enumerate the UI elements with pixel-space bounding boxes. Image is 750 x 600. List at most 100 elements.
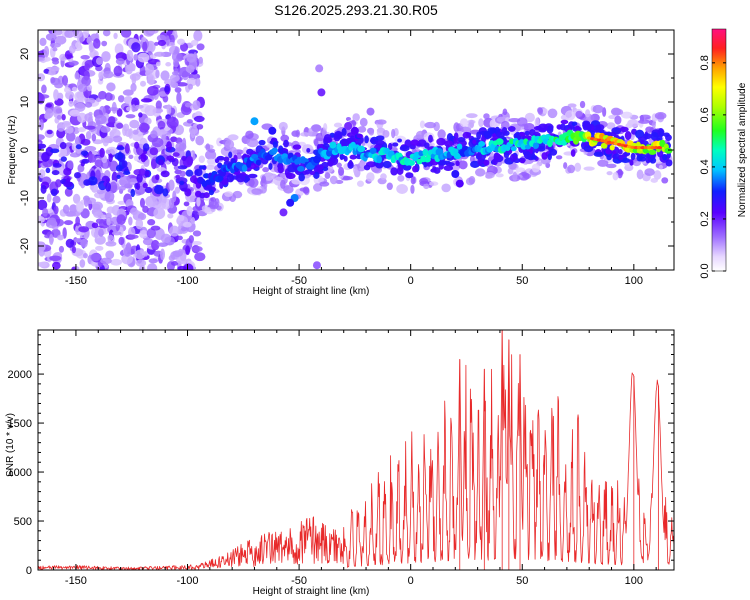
spectral-blob — [123, 170, 131, 176]
spectral-blob — [107, 116, 116, 125]
spectral-blob — [541, 152, 548, 160]
spectral-blob — [255, 159, 262, 166]
spectral-blob — [376, 119, 387, 125]
spectral-blob — [62, 122, 71, 128]
spectral-blob — [617, 168, 623, 179]
spectral-blob — [198, 155, 205, 163]
spectral-blob — [337, 166, 345, 177]
colorbar-label: Normalized spectral amplitude — [737, 82, 748, 217]
spectral-blob — [629, 159, 634, 166]
spectral-blob — [299, 187, 307, 192]
spectral-blob — [168, 197, 175, 209]
spectral-blob — [227, 134, 239, 141]
spectral-blob — [177, 214, 185, 222]
spectral-blob — [380, 173, 387, 180]
spectral-blob — [65, 90, 75, 100]
spectral-blob — [45, 33, 57, 41]
spectral-blob — [135, 259, 147, 267]
spectral-blob — [205, 149, 217, 160]
spectral-blob — [618, 148, 623, 155]
snr-y-axis-label: SNR (10 * v/v) — [5, 413, 16, 477]
spectral-blob — [155, 129, 168, 135]
colorbar-tick-label: 0.6 — [699, 107, 711, 122]
spectral-blob — [147, 74, 155, 86]
spectral-blob — [45, 167, 51, 174]
spectral-blob — [38, 73, 46, 82]
spectral-blob — [83, 231, 89, 240]
spectral-blob — [167, 213, 174, 219]
spectral-blob — [71, 30, 83, 39]
spectral-blob — [368, 128, 375, 136]
spectral-blob — [512, 171, 518, 182]
spectral-blob — [74, 172, 81, 179]
spectral-blob — [214, 158, 220, 164]
spectral-blob — [104, 92, 113, 101]
spectral-blob — [181, 155, 187, 161]
spectral-blob — [74, 91, 86, 102]
y-tick-label: 20 — [19, 48, 31, 60]
y-tick-label: 500 — [14, 516, 32, 528]
spectral-blob — [101, 51, 111, 62]
spectral-blob — [410, 184, 415, 194]
y-tick-label: 10 — [19, 96, 31, 108]
spectral-blob — [51, 30, 63, 36]
spectral-blob — [339, 154, 346, 160]
spectral-blob — [116, 174, 121, 180]
spectral-blob — [109, 160, 119, 172]
spectral-blob — [468, 176, 476, 185]
spectral-blob — [508, 118, 521, 123]
spectral-blob — [567, 103, 577, 108]
spectral-blob — [45, 103, 52, 108]
spectral-blob — [74, 102, 86, 112]
spectral-blob — [651, 121, 656, 129]
spectral-blob — [75, 201, 84, 213]
spectral-blob — [470, 160, 480, 168]
spectral-blob — [391, 128, 396, 139]
spectral-blob — [169, 225, 180, 237]
snr-peak-marks — [459, 330, 659, 570]
spectral-blob — [110, 258, 123, 266]
spectral-blob — [567, 164, 576, 174]
spectral-blob — [500, 120, 510, 130]
spectral-blob — [184, 188, 192, 197]
spectral-blob — [106, 217, 111, 226]
spectral-blob — [313, 183, 323, 192]
spectral-blob — [453, 152, 462, 160]
spectral-blob — [313, 138, 319, 147]
spectral-blob — [246, 138, 259, 148]
spectral-blob — [42, 207, 49, 217]
x-tick-label: 50 — [516, 575, 528, 587]
spectral-blob — [523, 151, 532, 160]
spectral-blob — [645, 126, 654, 133]
spectral-blob — [176, 38, 185, 45]
spectral-blob — [52, 105, 63, 115]
spectral-blob — [173, 165, 179, 171]
spectral-blob — [80, 238, 88, 248]
spectral-blob — [397, 138, 403, 143]
spectral-blob — [319, 181, 330, 187]
spectral-blob — [55, 179, 62, 188]
spectral-blob — [99, 147, 105, 158]
spectral-blob — [278, 145, 284, 153]
spectral-blob — [619, 126, 629, 133]
spectral-blob — [136, 173, 143, 183]
spectral-blob — [105, 241, 117, 247]
spectral-blob — [90, 253, 102, 262]
colorbar-tick-label: 0.4 — [699, 159, 711, 174]
spectral-blob — [410, 176, 416, 185]
spectral-blob — [585, 109, 591, 118]
spectral-blob — [363, 164, 371, 171]
spectral-blob — [228, 151, 233, 159]
spectral-blob — [151, 137, 164, 148]
spectral-blob — [586, 123, 592, 132]
spectral-blob — [349, 154, 357, 160]
spectral-blob — [193, 30, 203, 42]
spectral-blob — [68, 45, 76, 54]
spectral-blob — [131, 104, 136, 113]
spectral-blob — [278, 121, 288, 131]
spectral-blob — [620, 157, 631, 164]
spectral-blob — [437, 129, 446, 140]
spectral-blob — [176, 82, 188, 87]
spectral-blob — [103, 70, 114, 79]
spectral-blob — [344, 122, 353, 130]
